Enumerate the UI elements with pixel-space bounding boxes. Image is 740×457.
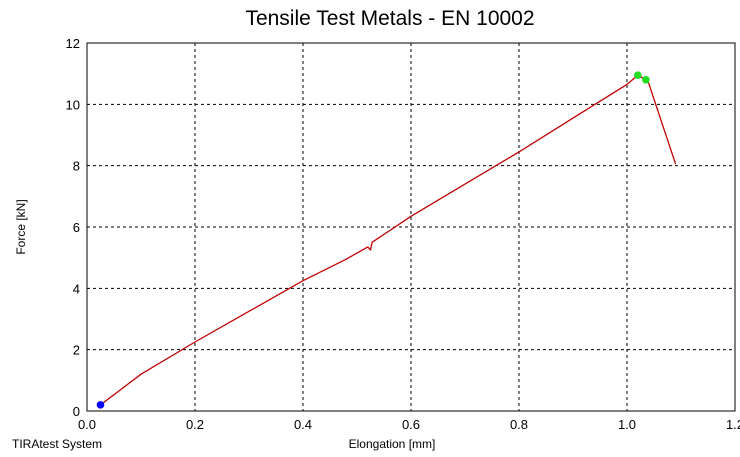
y-tick-label: 0 <box>73 404 80 419</box>
x-tick-label: 0.0 <box>78 417 96 432</box>
data-point-marker <box>642 76 650 84</box>
x-tick-label: 0.8 <box>510 417 528 432</box>
x-tick-label: 0.6 <box>402 417 420 432</box>
x-axis-ticks: 0.0 0.2 0.4 0.6 0.8 1.0 1.2 <box>78 417 740 432</box>
series-line <box>100 74 677 406</box>
y-tick-label: 4 <box>73 281 80 296</box>
x-tick-label: 1.0 <box>618 417 636 432</box>
data-point-marker <box>96 401 105 409</box>
y-axis-ticks: 0 2 4 6 8 10 12 <box>66 36 80 419</box>
y-tick-label: 2 <box>73 343 80 358</box>
y-tick-label: 12 <box>66 36 80 51</box>
x-tick-label: 1.2 <box>726 417 740 432</box>
plot-frame <box>86 42 736 412</box>
y-tick-label: 6 <box>73 220 80 235</box>
x-tick-label: 0.2 <box>186 417 204 432</box>
y-tick-label: 8 <box>73 159 80 174</box>
x-axis-label: Elongation [mm] <box>349 437 436 451</box>
marker-layer <box>96 71 650 409</box>
y-tick-label: 10 <box>66 97 80 112</box>
data-point-marker <box>634 71 642 79</box>
y-axis-label: Force [kN] <box>14 199 28 254</box>
chart-title: Tensile Test Metals - EN 10002 <box>245 7 534 30</box>
x-tick-label: 0.4 <box>294 417 312 432</box>
grid <box>87 43 735 411</box>
series-layer <box>100 74 677 406</box>
system-label: TIRAtest System <box>12 437 102 451</box>
